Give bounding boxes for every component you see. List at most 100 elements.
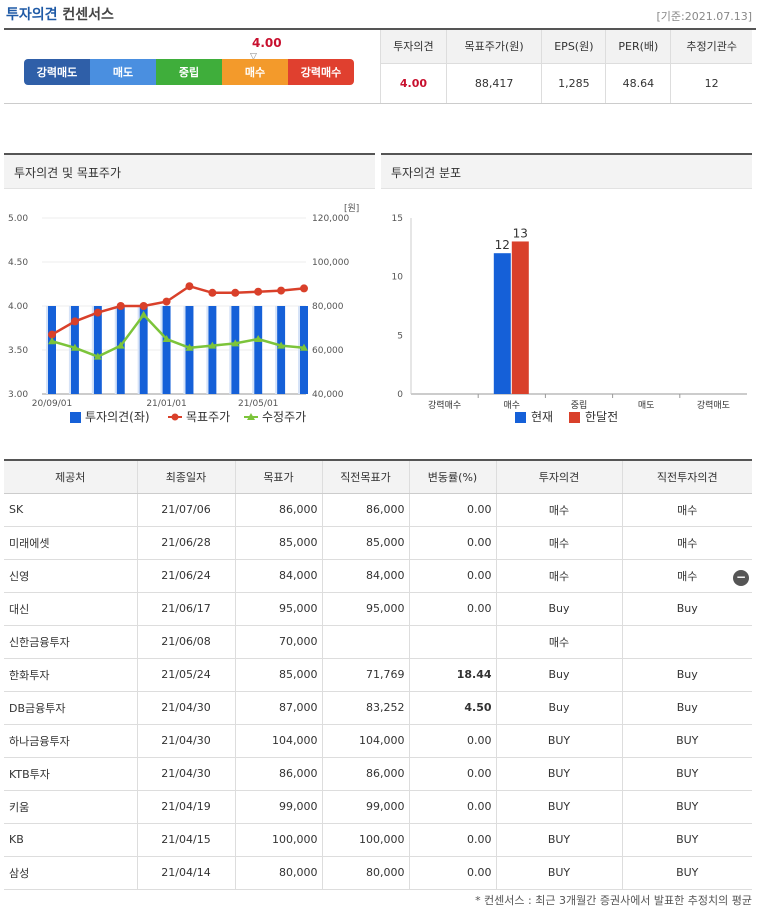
table-row: DB금융투자 21/04/30 87,000 83,252 4.50 Buy Buy (4, 691, 752, 725)
month-ago-bar (511, 241, 529, 394)
y-tick: 10 (392, 273, 404, 283)
opinion-bar (231, 306, 240, 394)
adjusted-price-point (162, 335, 171, 342)
summary-eps: 1,285 (541, 63, 606, 104)
adjusted-price-line (51, 312, 305, 358)
cell-prev-target-price: 100,000 (321, 823, 409, 857)
cell-prev-opinion: BUY (621, 823, 752, 857)
y-left-tick: 4.00 (8, 302, 28, 312)
legend-swatch-month-ago (569, 412, 580, 423)
cell-prev-target-price: 99,000 (321, 790, 409, 824)
cell-date: 21/07/06 (136, 493, 235, 527)
cell-opinion: BUY (495, 856, 622, 890)
cell-change-rate: 0.00 (408, 592, 496, 626)
opinion-bar (208, 306, 217, 394)
footnote: * 컨센서스 : 최근 3개월간 증권사에서 발표한 추정치의 평균 (475, 894, 752, 907)
current-bar (493, 253, 511, 394)
y-left-tick: 5.00 (8, 214, 28, 224)
column-header[interactable]: 제공처 (4, 460, 137, 494)
legend-label: 현재 (531, 410, 553, 424)
column-header[interactable]: 직전투자의견 (621, 460, 752, 494)
cell-date: 21/06/28 (136, 526, 235, 560)
y-tick: 5 (397, 331, 403, 341)
legend-swatch-target-point (171, 413, 179, 421)
cell-prev-opinion: BUY (621, 724, 752, 758)
cell-provider: DB금융투자 (4, 691, 137, 725)
category-label: 매수 (504, 400, 521, 411)
cell-date: 21/04/15 (136, 823, 235, 857)
target-price-point (254, 287, 263, 296)
cell-target-price: 95,000 (234, 592, 322, 626)
opinion-bar (93, 306, 102, 394)
column-header[interactable]: 직전목표가 (321, 460, 409, 494)
cell-change-rate (408, 625, 496, 659)
cell-provider: 삼성 (4, 856, 137, 890)
cell-change-rate: 0.00 (408, 790, 496, 824)
table-row: KTB투자 21/04/30 86,000 86,000 0.00 BUY BUY (4, 757, 752, 791)
opinion-bar-shade (229, 306, 232, 394)
cell-change-rate: 18.44 (408, 658, 496, 692)
table-row: 하나금융투자 21/04/30 104,000 104,000 0.00 BUY BUY (4, 724, 752, 758)
divider (4, 28, 756, 30)
cell-prev-target-price (321, 625, 409, 659)
cell-change-rate: 4.50 (408, 691, 496, 725)
y-tick: 0 (397, 390, 403, 400)
cell-change-rate: 0.00 (408, 559, 496, 593)
y-tick: 15 (392, 214, 403, 224)
cell-date: 21/06/17 (136, 592, 235, 626)
column-header[interactable]: 변동률(%) (408, 460, 496, 494)
cell-date: 21/05/24 (136, 658, 235, 692)
cell-provider: 대신 (4, 592, 137, 626)
cell-prev-opinion: 매수 (621, 559, 752, 593)
cell-prev-opinion: 매수 (621, 493, 752, 527)
cell-date: 21/04/14 (136, 856, 235, 890)
cell-prev-target-price: 80,000 (321, 856, 409, 890)
y-right-tick: 80,000 (312, 302, 344, 312)
gauge-bar: 강력매도 매도 중립 매수 강력매수 (24, 59, 354, 85)
cell-provider: 한화투자 (4, 658, 137, 692)
legend-label: 투자의견(좌) (85, 410, 150, 424)
adjusted-price-point (93, 352, 102, 360)
cell-opinion: Buy (495, 691, 622, 725)
target-price-point (116, 302, 125, 310)
cell-prev-target-price: 84,000 (321, 559, 409, 593)
column-header[interactable]: 투자의견 (495, 460, 622, 494)
target-price-point (277, 286, 286, 295)
legend-label: 목표주가 (186, 410, 230, 424)
cell-date: 21/06/08 (136, 625, 235, 659)
cell-prev-opinion: Buy (621, 691, 752, 725)
section-title: 투자의견 컨센서스 (6, 4, 114, 24)
adjusted-price-point (70, 343, 79, 351)
adjusted-price-point (254, 335, 263, 342)
target-price-point (139, 302, 148, 310)
legend-swatch-opinion (70, 412, 81, 423)
cell-prev-target-price: 83,252 (321, 691, 409, 725)
summary-header: 추정기관수 (670, 30, 752, 64)
y-left-tick: 4.50 (8, 258, 28, 268)
target-price-point (231, 288, 240, 297)
cell-prev-target-price: 86,000 (321, 757, 409, 791)
column-header[interactable]: 목표가 (234, 460, 322, 494)
adjusted-price-point (208, 341, 217, 349)
opinion-bar-shade (252, 306, 255, 394)
opinion-bar (116, 306, 125, 394)
collapse-button[interactable]: − (733, 570, 749, 586)
cell-target-price: 84,000 (234, 559, 322, 593)
gauge-segment: 강력매수 (288, 59, 354, 85)
cell-target-price: 85,000 (234, 658, 322, 692)
cell-prev-target-price: 86,000 (321, 493, 409, 527)
cell-opinion: 매수 (495, 526, 622, 560)
opinion-bar (162, 306, 171, 394)
table-row: 삼성 21/04/14 80,000 80,000 0.00 BUY BUY (4, 856, 752, 890)
cell-target-price: 86,000 (234, 757, 322, 791)
legend-swatch-current (515, 412, 526, 423)
summary-table: 투자의견 목표주가(원) EPS(원) PER(배) 추정기관수 4.00 88… (380, 30, 752, 104)
cell-opinion: BUY (495, 724, 622, 758)
adjusted-price-point (48, 337, 56, 345)
column-header[interactable]: 최종일자 (136, 460, 235, 494)
category-label: 중립 (571, 400, 588, 411)
summary-institution-count: 12 (670, 63, 752, 104)
y-right-tick: 40,000 (312, 390, 344, 400)
cell-prev-opinion: BUY (621, 757, 752, 791)
